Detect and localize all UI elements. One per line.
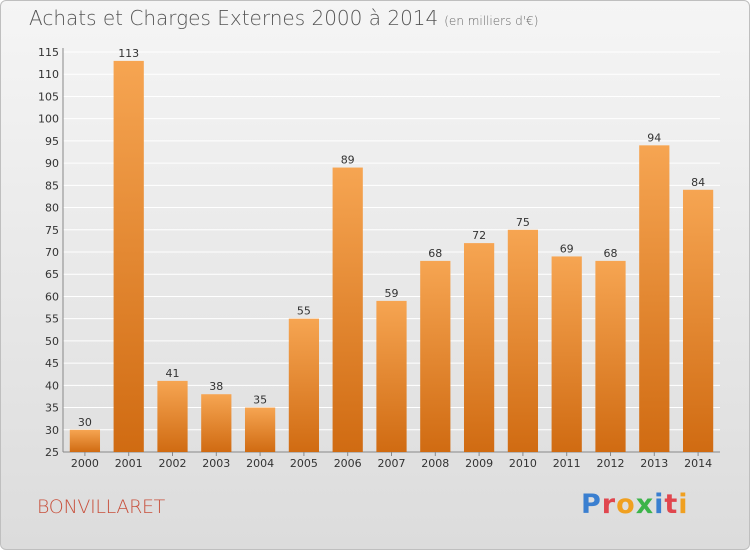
data-label-2007: 59	[385, 287, 399, 300]
x-axis-ticks: 2000 2001 2002 2003 2004 2005 2006 2007 2008 2009…	[71, 452, 712, 470]
x-tick-label: 2011	[553, 457, 581, 470]
title-text: Achats et Charges Externes 2000 à 2014	[29, 6, 439, 30]
x-tick-label: 2003	[202, 457, 230, 470]
y-tick-label: 75	[45, 224, 59, 237]
brand-letter: i	[678, 489, 689, 520]
x-tick-label: 2008	[421, 457, 449, 470]
data-label-2008: 68	[428, 247, 442, 260]
bars	[69, 60, 714, 453]
chart-subtitle: (en milliers d'€)	[444, 14, 539, 28]
bar-2001	[113, 60, 144, 453]
data-label-2013: 94	[647, 131, 661, 144]
x-tick-label: 2002	[159, 457, 187, 470]
y-tick-label: 45	[45, 357, 59, 370]
x-tick-label: 2012	[597, 457, 625, 470]
brand-logo: Proxiti	[581, 489, 689, 520]
y-tick-label: 30	[45, 424, 59, 437]
data-label-2006: 89	[341, 154, 355, 167]
place-name: BONVILLARET	[37, 496, 165, 518]
y-tick-label: 25	[45, 446, 59, 459]
x-tick-label: 2001	[115, 457, 143, 470]
x-tick-label: 2004	[246, 457, 274, 470]
brand-letter: x	[635, 489, 655, 520]
bar-2012	[595, 260, 626, 452]
y-tick-label: 105	[38, 90, 59, 103]
brand-letter: i	[654, 489, 665, 520]
y-tick-label: 35	[45, 402, 59, 415]
bar-2014	[682, 189, 714, 452]
bar-2002	[157, 380, 188, 452]
y-axis-ticks: 25 30 35 40 45 50 55 60 65 70 75 80 85 90 95 100 105 110 1…	[38, 46, 59, 459]
x-tick-label: 2009	[465, 457, 493, 470]
data-label-2000: 30	[78, 416, 92, 429]
bar-2009	[463, 243, 495, 452]
y-tick-label: 60	[45, 290, 59, 303]
bar-2013	[639, 145, 670, 453]
brand-letter: r	[601, 489, 617, 520]
bar-2007	[376, 300, 407, 452]
bar-2008	[420, 260, 451, 452]
data-label-2014: 84	[691, 176, 705, 189]
x-tick-label: 2010	[509, 457, 537, 470]
y-tick-label: 65	[45, 268, 59, 281]
data-label-2001: 113	[118, 47, 139, 60]
y-tick-label: 95	[45, 135, 59, 148]
data-label-2003: 38	[209, 380, 223, 393]
data-label-2012: 68	[604, 247, 618, 260]
y-tick-label: 115	[38, 46, 59, 59]
y-tick-label: 70	[45, 246, 59, 259]
y-tick-label: 110	[38, 68, 59, 81]
x-tick-label: 2006	[334, 457, 362, 470]
data-label-2005: 55	[297, 305, 311, 318]
bar-2004	[244, 407, 276, 452]
x-tick-label: 2013	[640, 457, 668, 470]
brand-letter: t	[664, 489, 679, 520]
bar-2006	[332, 167, 363, 453]
y-tick-label: 55	[45, 313, 59, 326]
x-tick-label: 2007	[378, 457, 406, 470]
y-tick-label: 85	[45, 179, 59, 192]
bar-2011	[551, 256, 582, 452]
brand-letter: o	[616, 489, 636, 520]
x-tick-label: 2014	[684, 457, 712, 470]
bar-2000	[69, 429, 101, 452]
bar-2005	[288, 318, 320, 452]
data-labels: 30 113 41 38 35 55 89 59 68 72 75 69 68 94 84	[78, 47, 705, 429]
x-tick-label: 2005	[290, 457, 318, 470]
data-label-2004: 35	[253, 394, 267, 407]
y-tick-label: 50	[45, 335, 59, 348]
y-tick-label: 90	[45, 157, 59, 170]
y-tick-label: 80	[45, 202, 59, 215]
chart-title: Achats et Charges Externes 2000 à 2014 (e…	[29, 6, 538, 30]
bar-2003	[201, 394, 232, 452]
data-label-2010: 75	[516, 216, 530, 229]
data-label-2009: 72	[472, 229, 486, 242]
x-tick-label: 2000	[71, 457, 99, 470]
brand-letter: P	[581, 489, 602, 520]
y-tick-label: 40	[45, 379, 59, 392]
bar-2010	[507, 229, 539, 452]
data-label-2002: 41	[166, 367, 180, 380]
data-label-2011: 69	[560, 242, 574, 255]
y-tick-label: 100	[38, 113, 59, 126]
